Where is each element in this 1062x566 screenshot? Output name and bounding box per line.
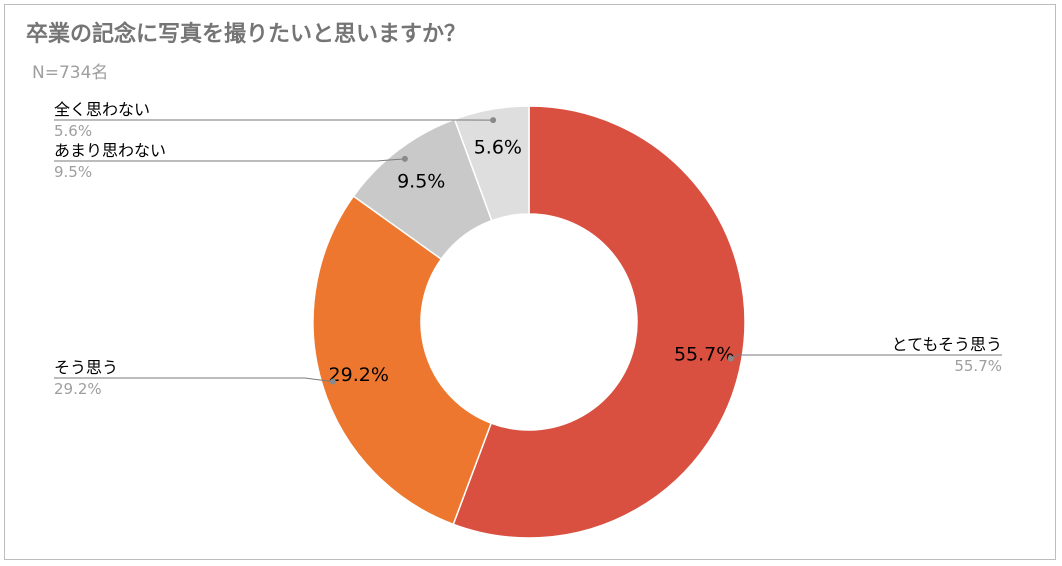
- slice-2: [312, 195, 493, 526]
- slice-4-leader-dot: [490, 117, 497, 124]
- slice-2-leader-dot: [329, 378, 336, 385]
- slice-4-category-value: 5.6%: [54, 122, 92, 140]
- slice-1: [452, 105, 746, 539]
- chart-subtitle: N=734名: [32, 63, 109, 83]
- slice-1-category-value: 55.7%: [954, 357, 1002, 375]
- slice-1-category-label: とてもそう思う: [892, 335, 1002, 354]
- slice-3-leader-dot: [401, 155, 408, 162]
- slice-3-category-value: 9.5%: [54, 163, 92, 181]
- slice-2-leader-line: [54, 377, 333, 383]
- slice-1-value-label: 55.7%: [674, 344, 734, 366]
- slice-4: [453, 105, 530, 222]
- slice-3-leader-line: [54, 158, 405, 162]
- slice-2-category-label: そう思う: [54, 358, 118, 377]
- chart-title: 卒業の記念に写真を撮りたいと思いますか？: [26, 22, 467, 47]
- slice-2-value-label: 29.2%: [329, 364, 389, 386]
- slice-4-category-label: 全く思わない: [54, 100, 150, 119]
- slice-4-value-label: 5.6%: [474, 137, 522, 159]
- slice-1-leader-dot: [727, 355, 734, 362]
- slice-3-category-label: あまり思わない: [54, 141, 166, 160]
- slice-3-value-label: 9.5%: [397, 170, 445, 192]
- slice-2-category-value: 29.2%: [54, 380, 102, 398]
